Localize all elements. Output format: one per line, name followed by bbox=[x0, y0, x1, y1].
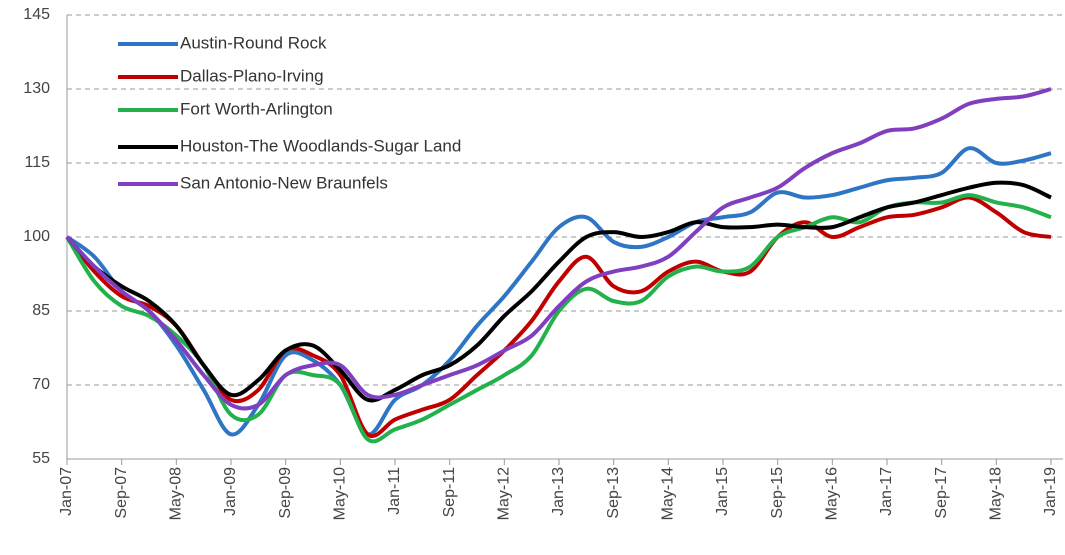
series-line bbox=[65, 180, 1052, 403]
series-line bbox=[65, 193, 1052, 444]
legend-label: Dallas-Plano-Irving bbox=[180, 66, 324, 85]
x-tick-label: Sep-09 bbox=[277, 467, 294, 519]
x-tick-label: Jan-13 bbox=[550, 467, 567, 516]
x-tick-label: Sep-15 bbox=[769, 467, 786, 519]
x-tick-label: Sep-17 bbox=[933, 467, 950, 519]
y-tick-label: 115 bbox=[24, 154, 50, 171]
x-tick-label: May-18 bbox=[988, 467, 1005, 520]
x-tick-label: Sep-13 bbox=[605, 467, 622, 519]
y-tick-label: 70 bbox=[32, 376, 50, 393]
y-tick-label: 130 bbox=[23, 80, 50, 97]
x-tick-label: Jan-17 bbox=[878, 467, 895, 516]
legend-label: Houston-The Woodlands-Sugar Land bbox=[180, 136, 461, 155]
y-tick-label: 100 bbox=[23, 228, 50, 245]
x-tick-label: May-10 bbox=[332, 467, 349, 520]
x-tick-label: Sep-07 bbox=[113, 467, 130, 519]
x-tick-label: May-08 bbox=[168, 467, 185, 520]
legend-label: Fort Worth-Arlington bbox=[180, 99, 333, 118]
x-tick-label: Jan-15 bbox=[714, 467, 731, 516]
x-tick-label: Jan-19 bbox=[1042, 467, 1059, 516]
series-line bbox=[65, 195, 1052, 438]
x-tick-label: May-14 bbox=[660, 467, 677, 520]
legend-label: Austin-Round Rock bbox=[180, 33, 327, 52]
y-tick-label: 85 bbox=[32, 302, 50, 319]
legend-label: San Antonio-New Braunfels bbox=[180, 173, 388, 192]
x-tick-label: Sep-11 bbox=[441, 467, 458, 518]
x-tick-label: May-12 bbox=[496, 467, 513, 520]
y-tick-label: 55 bbox=[32, 450, 50, 467]
y-tick-label: 145 bbox=[23, 6, 50, 23]
series-line bbox=[65, 87, 1052, 411]
series-line bbox=[65, 146, 1052, 437]
x-tick-label: Jan-11 bbox=[386, 467, 403, 515]
x-tick-label: Jan-09 bbox=[222, 467, 239, 516]
x-tick-label: May-16 bbox=[824, 467, 841, 520]
x-tick-label: Jan-07 bbox=[58, 467, 75, 516]
